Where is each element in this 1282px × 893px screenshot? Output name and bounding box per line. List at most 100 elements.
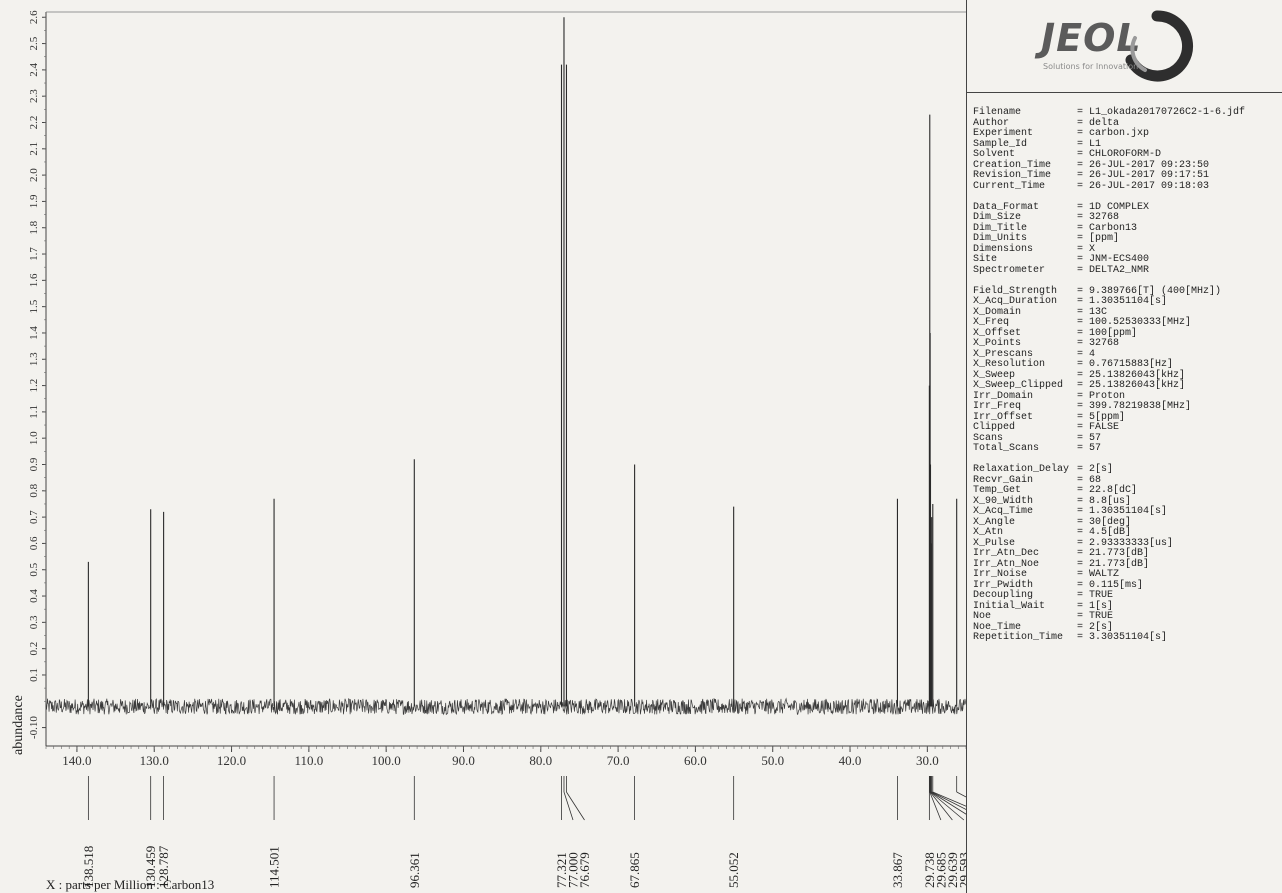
param-value: = 9.389766[T] (400[MHz]) — [1077, 285, 1222, 297]
param-row: X_Sweep_Clipped = 25.13826043[kHz] — [973, 380, 1245, 392]
peak-label: 114.501 — [267, 846, 282, 888]
param-value: = 32768 — [1077, 338, 1120, 349]
y-tick-label: 1.1 — [28, 405, 40, 419]
param-key: X_Resolution — [973, 359, 1046, 370]
param-key: Dim_Size — [973, 212, 1022, 223]
peak-leader — [956, 791, 966, 798]
param-row: Irr_Atn_Noe = 21.773[dB] — [973, 558, 1245, 571]
param-key: Solvent — [973, 149, 1016, 160]
param-key: Irr_Atn_Noe — [973, 558, 1040, 570]
logo-tagline: Solutions for Innovation — [1043, 62, 1139, 71]
x-tick-label: 130.0 — [140, 753, 169, 768]
param-row: Dim_Title = Carbon13 — [973, 222, 1245, 235]
peak-leader — [932, 791, 966, 807]
y-tick-label: 0.6 — [28, 536, 40, 550]
param-value: = Carbon13 — [1077, 222, 1138, 234]
param-row: Irr_Noise = WALTZ — [973, 569, 1245, 581]
param-value: = 2[s] — [1077, 621, 1114, 633]
param-key: Current_Time — [973, 180, 1046, 192]
param-value: = 0.115[ms] — [1077, 579, 1144, 591]
param-row: Scans = 57 — [973, 433, 1245, 445]
param-key: Irr_Pwidth — [973, 579, 1034, 591]
param-row: Dimensions = X — [973, 244, 1245, 256]
peak-label: 130.459 — [143, 846, 158, 888]
y-tick-label: 1.0 — [28, 431, 40, 445]
param-row: Clipped = FALSE — [973, 422, 1245, 434]
x-tick-label: 110.0 — [294, 753, 323, 768]
param-value: = L1 — [1077, 138, 1102, 150]
param-value: = 1[s] — [1077, 600, 1114, 612]
y-tick-label: 0.9 — [28, 457, 40, 471]
param-value: = 4 — [1077, 348, 1096, 360]
param-value: = 100[ppm] — [1077, 327, 1138, 339]
param-key: Data_Format — [973, 201, 1040, 213]
param-row: Filename = L1_okada20170726C2-1-6.jdf — [973, 107, 1245, 119]
peak-label: 128.787 — [156, 845, 171, 888]
param-key: Experiment — [973, 128, 1034, 139]
x-axis-label: X : parts per Million : Carbon13 — [46, 877, 215, 892]
param-value: = 25.13826043[kHz] — [1077, 369, 1186, 381]
y-tick-label: 2.0 — [28, 168, 40, 182]
y-tick-label: 2.2 — [28, 116, 40, 130]
parameter-panel: JEOL Solutions for Innovation Filename = … — [966, 0, 1282, 893]
param-row: Data_Format = 1D COMPLEX — [973, 201, 1245, 214]
x-tick-label: 140.0 — [62, 753, 91, 768]
param-row: Spectrometer = DELTA2_NMR — [973, 264, 1245, 277]
param-row: X_Points = 32768 — [973, 338, 1245, 350]
param-value: = 2.93333333[us] — [1077, 537, 1174, 549]
y-tick-label: 0.7 — [28, 510, 40, 524]
param-key: Clipped — [973, 422, 1016, 433]
y-tick-label: 2.5 — [28, 36, 40, 50]
param-key: Decoupling — [973, 590, 1034, 601]
param-value: = DELTA2_NMR — [1077, 264, 1150, 276]
param-value: = 57 — [1077, 443, 1102, 454]
param-row: Experiment = carbon.jxp — [973, 128, 1245, 140]
param-group-gap — [973, 276, 1245, 287]
param-key: Noe — [973, 611, 992, 622]
param-value: = TRUE — [1077, 590, 1114, 601]
y-tick-label: 2.3 — [28, 89, 40, 103]
param-row: X_Atn = 4.5[dB] — [973, 527, 1245, 539]
logo-swirl-icon — [1125, 10, 1193, 82]
param-key: Field_Strength — [973, 285, 1058, 297]
param-key: X_Offset — [973, 327, 1022, 339]
param-value: = FALSE — [1077, 422, 1120, 433]
param-row: Dim_Size = 32768 — [973, 212, 1245, 224]
y-tick-label: -0.10 — [28, 716, 40, 739]
param-key: Author — [973, 117, 1010, 129]
y-tick-label: 1.3 — [28, 352, 40, 366]
param-row: Repetition_Time = 3.30351104[s] — [973, 632, 1245, 644]
param-row: Noe = TRUE — [973, 611, 1245, 623]
param-row: X_Sweep = 25.13826043[kHz] — [973, 369, 1245, 382]
peak-label: 29.639 — [945, 852, 960, 888]
peak-leader — [931, 791, 966, 810]
param-row: X_Offset = 100[ppm] — [973, 327, 1245, 340]
param-value: = 399.78219838[MHz] — [1077, 401, 1192, 412]
param-row: Recvr_Gain = 68 — [973, 475, 1245, 487]
param-value: = TRUE — [1077, 611, 1114, 622]
param-row: Irr_Freq = 399.78219838[MHz] — [973, 401, 1245, 413]
param-value: = 100.52530333[MHz] — [1077, 317, 1192, 328]
peak-label: 29.593 — [956, 852, 966, 888]
y-tick-label: 0.5 — [28, 562, 40, 576]
param-row: Relaxation_Delay = 2[s] — [973, 464, 1245, 476]
param-key: Dim_Units — [973, 233, 1028, 244]
y-tick-label: 1.9 — [28, 194, 40, 208]
param-value: = 4.5[dB] — [1077, 527, 1132, 538]
jeol-logo: JEOL — [1041, 16, 1142, 60]
axes-layer: -0.10 0.1 0.2 0.3 0.4 0.5 0.6 0.7 0.8 0.9 1.0 1.1 1.… — [28, 10, 966, 768]
param-value: = 2[s] — [1077, 464, 1114, 475]
acquisition-parameters: Filename = L1_okada20170726C2-1-6.jdf Auth… — [973, 107, 1245, 644]
param-row: X_Acq_Duration = 1.30351104[s] — [973, 296, 1245, 308]
param-row: Author = delta — [973, 117, 1245, 130]
param-key: Creation_Time — [973, 159, 1052, 171]
y-tick-label: 2.4 — [28, 63, 40, 77]
param-row: X_Domain = 13C — [973, 307, 1245, 319]
param-key: Repetition_Time — [973, 632, 1064, 643]
param-value: = 1.30351104[s] — [1077, 296, 1168, 307]
param-value: = 21.773[dB] — [1077, 548, 1150, 559]
param-key: X_90_Width — [973, 495, 1034, 507]
param-row: X_Angle = 30[deg] — [973, 517, 1245, 529]
param-row: Initial_Wait = 1[s] — [973, 600, 1245, 613]
